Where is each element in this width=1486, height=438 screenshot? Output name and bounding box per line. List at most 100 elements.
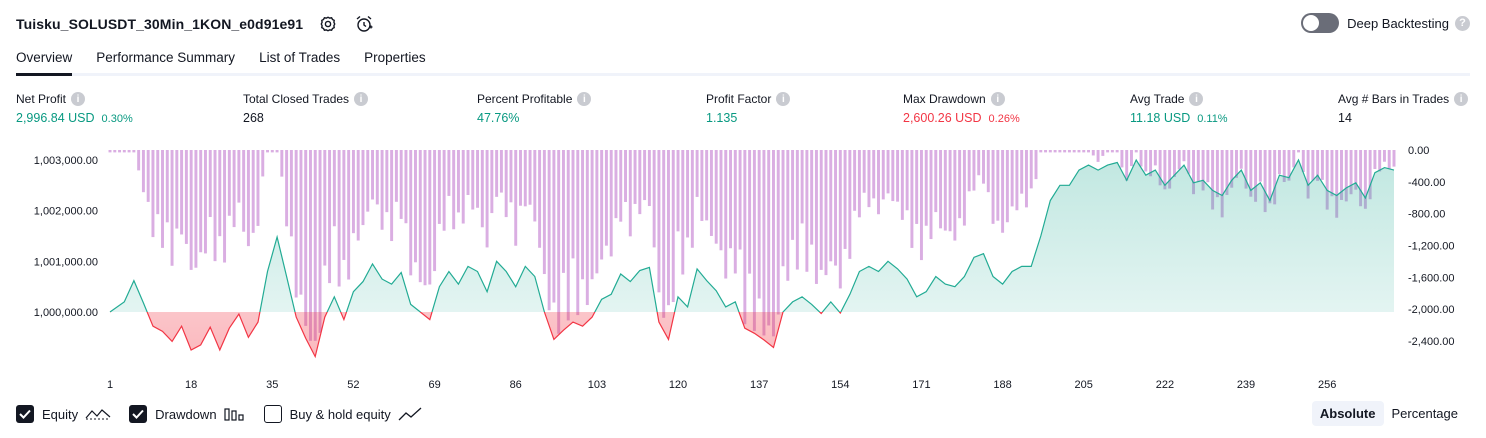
drawdown-bar (437, 150, 441, 224)
drawdown-bar (223, 150, 227, 263)
buyhold-checkbox[interactable] (263, 405, 282, 423)
drawdown-bar (1201, 150, 1205, 191)
drawdown-bar (141, 150, 145, 193)
drawdown-bar (251, 150, 255, 233)
drawdown-bar (891, 150, 895, 202)
percentage-button[interactable]: Percentage (1391, 406, 1459, 421)
drawdown-bar (900, 150, 904, 220)
drawdown-bar (1325, 150, 1329, 210)
info-icon[interactable]: i (354, 92, 369, 106)
metric-avg-bars: Avg # Bars in Trades i 14 (1338, 92, 1469, 125)
drawdown-bar (805, 150, 809, 272)
info-icon[interactable]: i (577, 92, 592, 106)
drawdown-bar (366, 150, 370, 212)
drawdown-bar (170, 150, 174, 266)
chart-legend: Equity Drawdown Buy & hold equity (16, 403, 440, 425)
drawdown-bar (919, 150, 923, 261)
drawdown-bar (657, 150, 661, 293)
tab-overview[interactable]: Overview (16, 46, 73, 76)
drawdown-bar (1349, 150, 1353, 195)
drawdown-bar (547, 150, 551, 311)
drawdown-bar (929, 150, 933, 240)
drawdown-bar (643, 150, 647, 201)
drawdown-bar (199, 150, 203, 253)
drawdown-bar (1311, 150, 1315, 181)
buyhold-toggle[interactable]: Buy & hold equity (263, 405, 422, 423)
x-tick-label: 103 (588, 379, 606, 391)
drawdown-bar (108, 150, 112, 153)
drawdown-bar (189, 150, 193, 270)
drawdown-bar (1244, 150, 1248, 189)
info-icon[interactable]: i (990, 92, 1005, 106)
drawdown-bar (1101, 150, 1105, 156)
drawdown-bar (175, 150, 179, 229)
drawdown-bar (1172, 150, 1176, 177)
drawdown-bar (1072, 150, 1076, 153)
drawdown-bar (1230, 150, 1234, 188)
tab-list-of-trades[interactable]: List of Trades (259, 50, 341, 65)
drawdown-bar (1039, 150, 1043, 153)
drawdown-bar (1330, 150, 1334, 197)
info-icon[interactable]: i (1454, 92, 1469, 106)
drawdown-bar (781, 150, 785, 267)
drawdown-bar (943, 150, 947, 231)
equity-toggle[interactable]: Equity (16, 405, 111, 423)
drawdown-bar (1067, 150, 1071, 153)
drawdown-bar (299, 150, 303, 295)
drawdown-bar (514, 150, 518, 246)
drawdown-bar (948, 150, 952, 232)
drawdown-bar (652, 150, 656, 248)
equity-checkbox[interactable] (16, 405, 34, 423)
drawdown-bar (1363, 150, 1367, 209)
drawdown-bar (757, 150, 761, 299)
drawdown-bar (452, 150, 456, 230)
drawdown-bar (1320, 150, 1324, 180)
drawdown-bar (275, 150, 279, 153)
add-alert-icon[interactable] (353, 13, 375, 35)
drawdown-bar (1359, 150, 1363, 207)
drawdown-bar (1010, 150, 1014, 207)
drawdown-bar (962, 150, 966, 226)
metric-net-profit: Net Profit i 2,996.84 USD 0.30% (16, 92, 133, 125)
drawdown-bar (1340, 150, 1343, 200)
drawdown-bar (471, 150, 475, 210)
tab-properties[interactable]: Properties (364, 50, 426, 65)
info-icon[interactable]: i (776, 92, 791, 106)
drawdown-bar (590, 150, 594, 280)
drawdown-bar (624, 150, 627, 202)
metric-value: 11.18 USD (1130, 111, 1191, 125)
drawdown-bar (480, 150, 484, 228)
drawdown-bar (1120, 150, 1124, 168)
drawdown-bar (967, 150, 971, 192)
drawdown-bar (647, 150, 651, 207)
equity-drawdown-chart[interactable]: 1,003,000.00 1,002,000.00 1,001,000.00 1,00… (0, 142, 1486, 397)
info-icon[interactable]: i (71, 92, 86, 106)
info-icon[interactable]: i (1189, 92, 1204, 106)
drawdown-bar (294, 150, 298, 298)
absolute-button[interactable]: Absolute (1311, 401, 1384, 426)
metric-avg-trade: Avg Trade i 11.18 USD 0.11% (1130, 92, 1228, 125)
x-tick-label: 239 (1237, 379, 1255, 391)
drawdown-bar (261, 150, 265, 177)
help-icon[interactable]: ? (1455, 15, 1470, 31)
drawdown-toggle[interactable]: Drawdown (129, 405, 245, 423)
gear-icon[interactable] (317, 13, 339, 35)
metric-value: 2,996.84 USD (16, 111, 95, 125)
drawdown-bar (1153, 150, 1157, 166)
metric-label: Max Drawdown (903, 92, 986, 106)
drawdown-bar (1058, 150, 1062, 153)
drawdown-bar (991, 150, 995, 224)
drawdown-bar (1163, 150, 1167, 190)
drawdown-bar (604, 150, 608, 246)
tab-performance-summary[interactable]: Performance Summary (96, 50, 236, 65)
drawdown-bar (285, 150, 289, 227)
deep-backtesting-toggle[interactable] (1301, 13, 1340, 33)
drawdown-bar (1306, 150, 1310, 199)
drawdown-bar (738, 150, 742, 250)
drawdown-bar (566, 150, 570, 321)
drawdown-bar (838, 150, 842, 289)
drawdown-checkbox[interactable] (129, 405, 148, 423)
drawdown-bar (337, 150, 341, 287)
drawdown-bar (313, 150, 317, 341)
drawdown-bar (414, 150, 417, 263)
